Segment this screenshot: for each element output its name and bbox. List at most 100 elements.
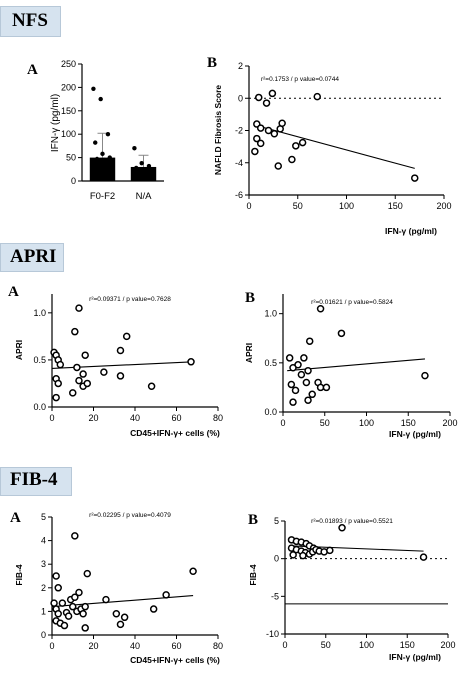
fib4-a-point xyxy=(54,610,62,618)
nfs-b-y-tick-label-1: -4 xyxy=(235,158,243,168)
fib4-a-y-tick-label-0: 0 xyxy=(41,630,46,640)
apri-b-y-tick-label-0: 0.0 xyxy=(264,407,277,417)
apri-b-point xyxy=(305,337,314,345)
nfs-b-annotation: r²=0.1753 / p value=0.0744 xyxy=(261,76,339,83)
apri-b-x-tick-label-0: 0 xyxy=(280,418,285,428)
fib4-b-point xyxy=(419,553,428,561)
apri-a-point xyxy=(116,346,125,355)
apri-b-point xyxy=(291,386,300,395)
fib4-a-annotation: r²=0.02295 / p value=0.4079 xyxy=(89,512,171,519)
fib4-b-point xyxy=(289,551,297,559)
fib4-b-x-axis-label: IFN-γ (pg/ml) xyxy=(389,652,441,662)
apri-b-point xyxy=(294,361,302,369)
nfs-a-point xyxy=(91,161,96,167)
apri-panel-b-letter: B xyxy=(245,290,256,306)
apri-a-point xyxy=(54,379,62,388)
apri-section-header xyxy=(0,243,64,272)
nfs-b-point xyxy=(292,142,300,150)
apri-b-point xyxy=(285,354,294,362)
apri-a-point xyxy=(75,304,83,312)
fib4-a-point xyxy=(81,624,89,632)
apri-a-point xyxy=(187,358,195,366)
fib4-b-x-tick-label-3: 150 xyxy=(400,640,415,650)
nfs-a-point xyxy=(107,155,112,160)
fib4-b-x-tick-label-1: 50 xyxy=(321,640,331,650)
fib4-b-x-tick-label-4: 200 xyxy=(440,640,455,650)
nfs-b-point xyxy=(262,99,271,107)
nfs-a-y-tick-label-2: 100 xyxy=(61,129,76,139)
apri-a-x-axis-label: CD45+IFN-γ+ cells (%) xyxy=(130,428,220,438)
apri-b-x-tick-label-2: 100 xyxy=(359,418,374,428)
fib4-a-x-tick-label-4: 80 xyxy=(213,641,223,651)
nfs-b-point xyxy=(288,155,296,164)
apri-a-point xyxy=(100,368,108,376)
nfs-a-y-tick-label-1: 50 xyxy=(66,153,76,163)
apri-a-x-tick-label-4: 80 xyxy=(213,413,223,423)
apri-b-annotation: r²=0.01621 / p value=0.5824 xyxy=(311,299,393,306)
apri-a-point xyxy=(122,332,131,341)
apri-a-y-tick-label-2: 1.0 xyxy=(33,308,46,318)
nfs-a-x-tick-label-1: N/A xyxy=(136,191,153,202)
nfs-b-point xyxy=(270,129,279,138)
nfs-a-y-tick-label-5: 250 xyxy=(61,59,76,69)
fib4-panel-b-letter: B xyxy=(248,512,259,528)
nfs-a-point xyxy=(132,146,137,151)
nfs-panel-b-letter: B xyxy=(207,55,218,71)
nfs-a-point xyxy=(102,157,107,163)
nfs-a-point xyxy=(139,161,144,166)
fib4-a-point xyxy=(189,567,197,576)
apri-a-point xyxy=(75,376,83,385)
nfs-b-x-tick-label-4: 200 xyxy=(436,201,451,211)
nfs-a-x-tick-label-0: F0-F2 xyxy=(90,191,115,202)
nfs-a-point xyxy=(102,175,107,180)
apri-b-point xyxy=(297,370,306,379)
apri-a-point xyxy=(116,372,125,380)
fib4-a-x-axis-label: CD45+IFN-γ+ cells (%) xyxy=(130,655,220,665)
nfs-b-point xyxy=(313,92,321,101)
nfs-a-point xyxy=(98,96,103,102)
apri-b-x-tick-label-4: 200 xyxy=(442,418,457,428)
nfs-b-y-tick-label-0: -6 xyxy=(235,190,243,200)
apri-a-point xyxy=(81,351,89,359)
fib4-a-point xyxy=(120,613,129,622)
fib4-a-y-tick-label-3: 3 xyxy=(41,559,46,569)
fib4-a-point xyxy=(60,621,69,630)
nfs-a-point xyxy=(105,164,111,170)
fib4-a-point xyxy=(102,595,110,604)
apri-a-point xyxy=(83,379,92,388)
apri-a-y-axis-label: APRI xyxy=(14,340,24,360)
apri-a-x-tick-label-3: 60 xyxy=(171,413,181,423)
fib4-b-point xyxy=(299,551,307,560)
fib4-panel-a-letter: A xyxy=(10,510,21,526)
fib4-a-point xyxy=(149,605,158,613)
nfs-b-point xyxy=(251,147,259,156)
nfs-b-x-tick-label-2: 100 xyxy=(339,201,354,211)
fib4-a-x-tick-label-0: 0 xyxy=(49,641,54,651)
fib4-a-point xyxy=(64,612,73,620)
fib4-section-header xyxy=(0,467,72,496)
nfs-section-header xyxy=(0,6,61,37)
nfs-b-point xyxy=(256,139,265,148)
nfs-b-point xyxy=(268,89,277,98)
nfs-a-point xyxy=(109,159,114,164)
apri-a-x-tick-label-2: 40 xyxy=(130,413,140,423)
nfs-a-point xyxy=(105,132,111,137)
fib4-b-y-axis-label: FIB-4 xyxy=(248,564,258,586)
nfs-b-y-tick-label-3: 0 xyxy=(238,93,243,103)
fib4-a-x-tick-label-2: 40 xyxy=(130,641,140,651)
fib4-a-point xyxy=(71,593,79,601)
apri-a-x-tick-label-0: 0 xyxy=(49,413,54,423)
apri-b-point xyxy=(421,371,429,380)
fib4-a-point xyxy=(71,532,79,540)
fib4-b-annotation: r²=0.01893 / p value=0.5521 xyxy=(311,518,393,525)
apri-b-x-tick-label-3: 150 xyxy=(401,418,416,428)
apri-b-y-tick-label-1: 0.5 xyxy=(264,358,277,368)
apri-b-x-tick-label-1: 50 xyxy=(320,418,330,428)
apri-a-point xyxy=(71,327,79,336)
apri-b-point xyxy=(308,390,316,399)
fib4-a-point xyxy=(58,599,67,607)
fib4-a-y-axis-label: FIB-4 xyxy=(14,564,24,586)
apri-b-y-tick-label-2: 1.0 xyxy=(264,309,277,319)
fib4-a-y-tick-label-1: 1 xyxy=(41,606,46,616)
